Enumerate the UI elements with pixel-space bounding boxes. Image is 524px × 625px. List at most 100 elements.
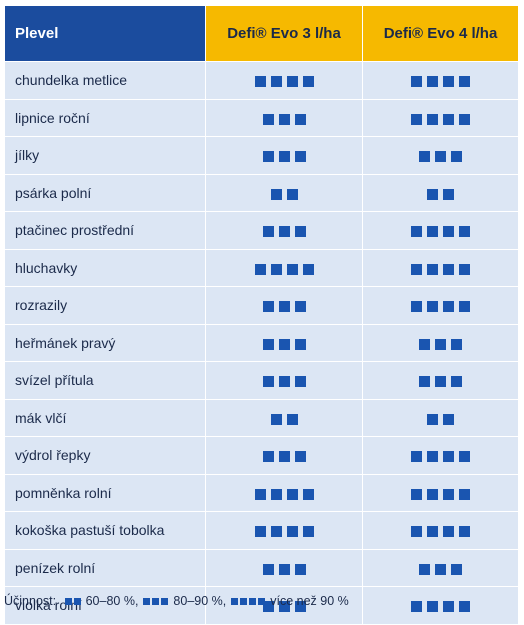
table-row: ptačinec prostřední (4, 211, 519, 250)
rating (409, 447, 473, 463)
rating (409, 297, 473, 313)
square (427, 263, 438, 275)
rating-cell (205, 61, 363, 100)
rating (260, 335, 308, 351)
rating (260, 110, 308, 126)
square (262, 376, 274, 388)
square (443, 263, 454, 275)
square (411, 301, 422, 313)
square (294, 563, 306, 575)
square (443, 188, 454, 200)
rating-cell (205, 248, 363, 287)
square (427, 601, 438, 613)
weed-name: pomněnka rolní (4, 473, 206, 512)
legend-label: více než 90 % (270, 594, 349, 608)
square (443, 413, 454, 425)
square (262, 563, 274, 575)
square (419, 338, 430, 350)
square (459, 263, 470, 275)
legend-item: 80–90 %, (142, 594, 226, 608)
rating (252, 522, 316, 538)
square (152, 598, 160, 606)
legend: Účinnost: 60–80 %, 80–90 %, více než 90 % (4, 594, 349, 608)
square (411, 526, 422, 538)
square (278, 151, 290, 163)
rating-cell (362, 286, 519, 325)
square (278, 301, 290, 313)
weed-name: mák vlčí (4, 398, 206, 437)
legend-label: 80–90 %, (173, 594, 227, 608)
table-row: pomněnka rolní (4, 473, 519, 512)
header-row: Plevel Defi® Evo 3 l/ha Defi® Evo 4 l/ha (4, 5, 519, 62)
square (443, 301, 454, 313)
square (443, 113, 454, 125)
table-wrap: Plevel Defi® Evo 3 l/ha Defi® Evo 4 l/ha c… (4, 5, 519, 625)
square (294, 338, 306, 350)
square (427, 488, 438, 500)
square (262, 451, 274, 463)
rating-cell (362, 586, 519, 625)
weed-name: hluchavky (4, 248, 206, 287)
square (254, 488, 266, 500)
square (435, 338, 446, 350)
legend-item: 60–80 %, (64, 594, 138, 608)
rating-cell (205, 398, 363, 437)
rating (260, 297, 308, 313)
rating (260, 147, 308, 163)
rating (409, 260, 473, 276)
table-row: rozrazily (4, 286, 519, 325)
square (286, 188, 298, 200)
rating (417, 335, 465, 351)
square (254, 526, 266, 538)
square (459, 76, 470, 88)
square (459, 526, 470, 538)
square (262, 338, 274, 350)
square (294, 113, 306, 125)
square (451, 338, 462, 350)
weed-name: svízel přítula (4, 361, 206, 400)
rating (260, 222, 308, 238)
square (411, 601, 422, 613)
square (302, 488, 314, 500)
rating (252, 485, 316, 501)
rating-cell (362, 211, 519, 250)
square (278, 113, 290, 125)
rating-cell (362, 136, 519, 175)
square (411, 113, 422, 125)
square (302, 76, 314, 88)
rating (409, 522, 473, 538)
square (254, 76, 266, 88)
square (278, 451, 290, 463)
table-body: chundelka metlice lipnice roční jílky psárk… (4, 61, 519, 625)
rating (260, 372, 308, 388)
square (143, 598, 151, 606)
square (459, 488, 470, 500)
square (286, 488, 298, 500)
square (443, 451, 454, 463)
square (459, 451, 470, 463)
square (443, 526, 454, 538)
weed-name: ptačinec prostřední (4, 211, 206, 250)
rating-cell (205, 548, 363, 587)
weed-name: jílky (4, 136, 206, 175)
square (459, 601, 470, 613)
rating (64, 594, 82, 608)
rating-cell (362, 548, 519, 587)
table-row: lipnice roční (4, 98, 519, 137)
square (270, 413, 282, 425)
rating-cell (205, 136, 363, 175)
square (278, 601, 290, 613)
square (459, 301, 470, 313)
square (254, 263, 266, 275)
table-row: hluchavky (4, 248, 519, 287)
square (294, 376, 306, 388)
weed-table: Plevel Defi® Evo 3 l/ha Defi® Evo 4 l/ha c… (4, 5, 519, 625)
square (302, 526, 314, 538)
square (435, 563, 446, 575)
rating-cell (205, 211, 363, 250)
square (427, 451, 438, 463)
rating-cell (362, 173, 519, 212)
rating-cell (362, 511, 519, 550)
square (427, 526, 438, 538)
square (411, 76, 422, 88)
